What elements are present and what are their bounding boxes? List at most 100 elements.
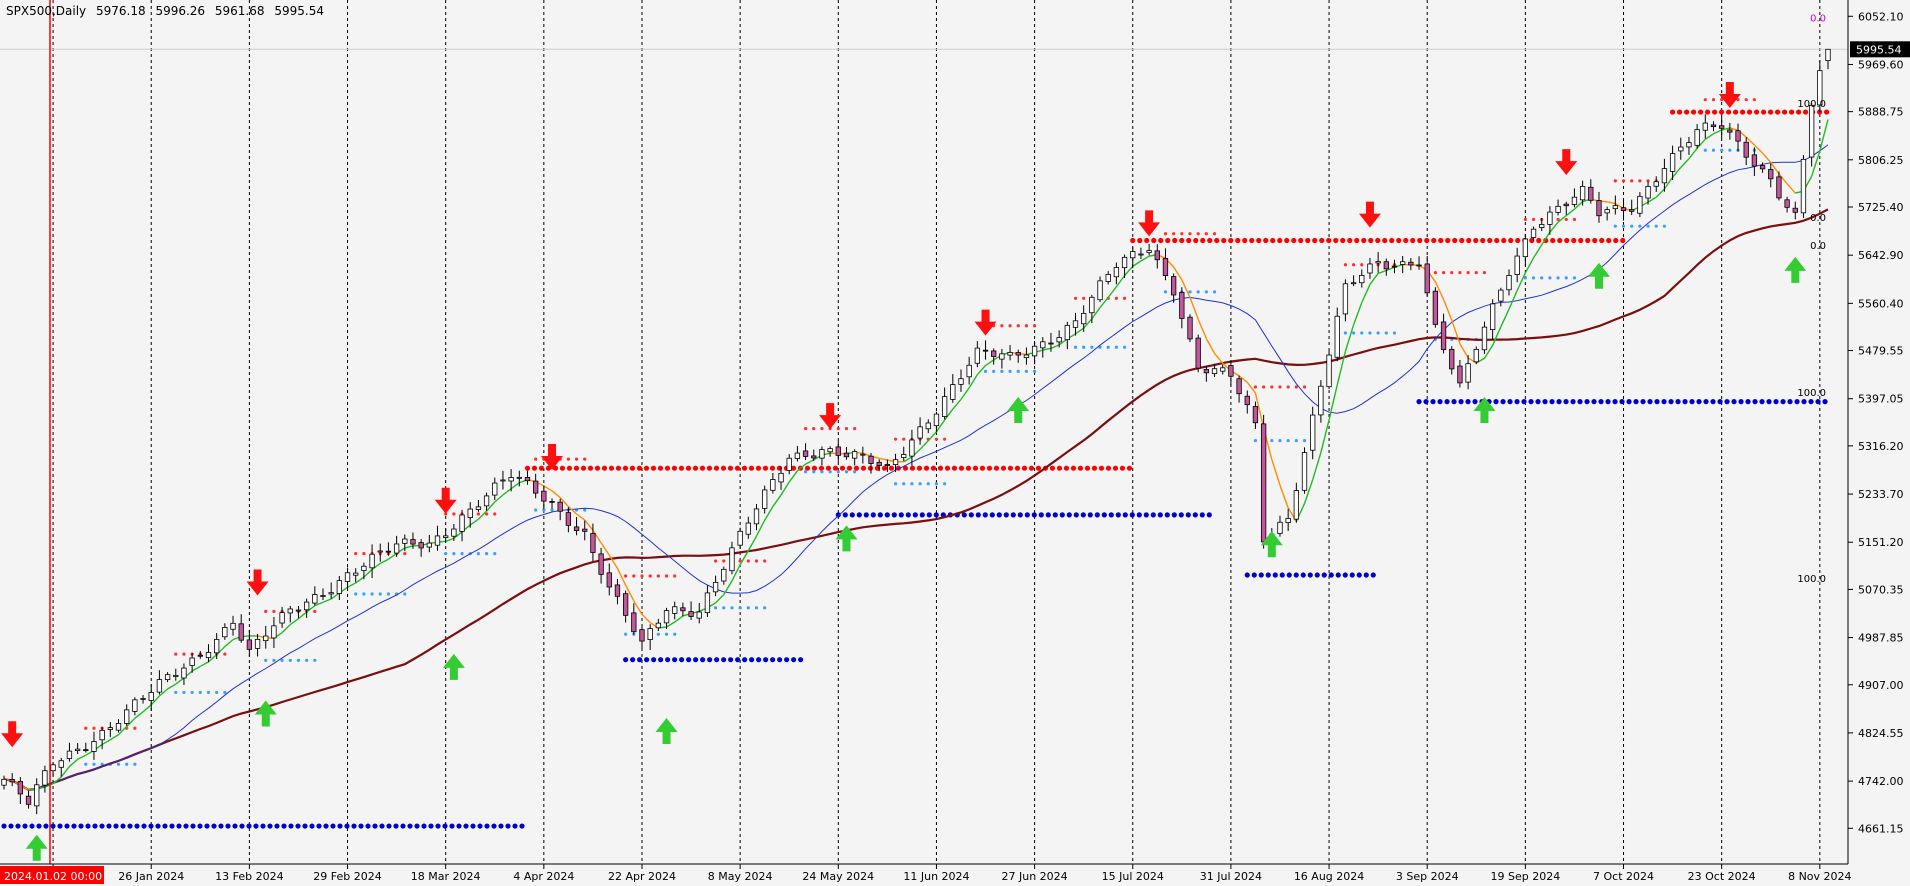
band-dot-low (92, 762, 96, 766)
resistance-dot (1179, 237, 1185, 244)
candle-body (1686, 142, 1692, 148)
support-dot (1612, 399, 1618, 405)
candle-body (958, 378, 964, 385)
candle-body (1154, 250, 1160, 261)
band-dot-low (403, 592, 407, 596)
band-dot-low (1572, 276, 1577, 280)
resistance-dot (1340, 237, 1346, 244)
support-dot (996, 512, 1002, 518)
support-dot (1363, 572, 1369, 578)
resistance-dot (1753, 109, 1760, 115)
down-arrow-icon (1718, 82, 1741, 108)
support-dot (36, 823, 42, 829)
band-dot-low (943, 482, 947, 486)
time-tick-label: 26 Jan 2024 (118, 870, 184, 883)
ma-segment (1434, 281, 1445, 300)
resistance-dot (1000, 465, 1007, 471)
ma-segment (52, 776, 62, 785)
band-dot-high (1433, 270, 1437, 275)
resistance-dot (1683, 109, 1690, 115)
band-dot-low (836, 470, 840, 474)
resistance-dot (1126, 465, 1133, 471)
resistance-dot (629, 465, 636, 471)
band-dot-low (1188, 290, 1192, 294)
support-dot (1136, 512, 1142, 518)
resistance-dot (1774, 109, 1781, 115)
candle-body (1236, 378, 1242, 395)
band-dot-low (1114, 345, 1118, 349)
support-dot (1689, 399, 1695, 405)
band-dot-high (1302, 385, 1307, 389)
support-dot (225, 823, 231, 829)
support-dot (665, 657, 671, 663)
support-dot (428, 823, 434, 829)
resistance-dot (1606, 237, 1612, 244)
support-dot (1342, 572, 1348, 578)
candle-body (1310, 414, 1316, 451)
ma-segment (608, 554, 619, 569)
band-dot-high (1294, 385, 1298, 389)
ma-segment (731, 564, 741, 582)
support-dot (344, 823, 350, 829)
band-dot-low (1564, 276, 1568, 280)
ma-segment (739, 550, 749, 566)
candle-body (1768, 169, 1774, 180)
price-tick-label: 5806.25 (1858, 154, 1904, 167)
support-dot (1, 823, 7, 829)
candle-body (377, 550, 383, 553)
support-dot (323, 823, 329, 829)
band-dot-low (664, 632, 669, 636)
resistance-dot (1021, 465, 1028, 471)
band-dot-high (1262, 385, 1266, 389)
resistance-dot (1711, 109, 1718, 115)
price-tick-label: 4907.00 (1858, 679, 1904, 692)
ma-segment (1541, 231, 1551, 246)
support-dot (218, 823, 224, 829)
candle-body (1784, 199, 1790, 208)
ma-segment (379, 558, 389, 565)
down-arrow-icon (541, 443, 564, 470)
resistance-dot (1270, 237, 1276, 244)
candle-body (320, 595, 326, 597)
down-arrow-icon (1358, 201, 1381, 228)
band-dot-high (1196, 232, 1200, 236)
support-dot (1794, 399, 1800, 405)
resistance-dot (832, 465, 839, 471)
support-dot (1654, 399, 1660, 405)
support-dot (870, 512, 876, 518)
support-dot (1003, 512, 1009, 518)
time-tick-label: 4 Apr 2024 (513, 870, 574, 883)
candle-body (737, 530, 743, 546)
price-tick-label: 5316.20 (1858, 440, 1904, 453)
band-dot-low (190, 690, 194, 695)
support-dot (1010, 512, 1016, 518)
candle-body (344, 572, 351, 582)
ma-segment (935, 419, 946, 433)
support-dot (1500, 399, 1506, 405)
ma-segment (289, 618, 299, 626)
support-dot (1640, 399, 1646, 405)
support-dot (1293, 572, 1299, 578)
support-dot (728, 657, 734, 663)
resistance-dot (1305, 237, 1311, 244)
candle-body (328, 592, 334, 595)
ma-segment (1336, 351, 1347, 386)
support-dot (477, 823, 483, 829)
ma-segment (1352, 302, 1363, 326)
ma-segment (44, 783, 54, 788)
resistance-dot (1035, 465, 1042, 471)
candle-body (966, 364, 972, 378)
resistance-dot (1592, 237, 1598, 244)
band-dot-low (313, 658, 317, 662)
ma-segment (927, 431, 937, 442)
down-arrow-icon (246, 569, 269, 596)
ma-segment (1214, 352, 1224, 364)
time-tick-label: 31 Jul 2024 (1200, 870, 1262, 883)
candle-body (549, 501, 555, 503)
current-price-box (1850, 41, 1910, 58)
band-dot-low (1163, 290, 1168, 294)
ma-segment (1745, 136, 1755, 146)
resistance-dot (1084, 465, 1091, 471)
band-dot-high (1736, 98, 1740, 102)
